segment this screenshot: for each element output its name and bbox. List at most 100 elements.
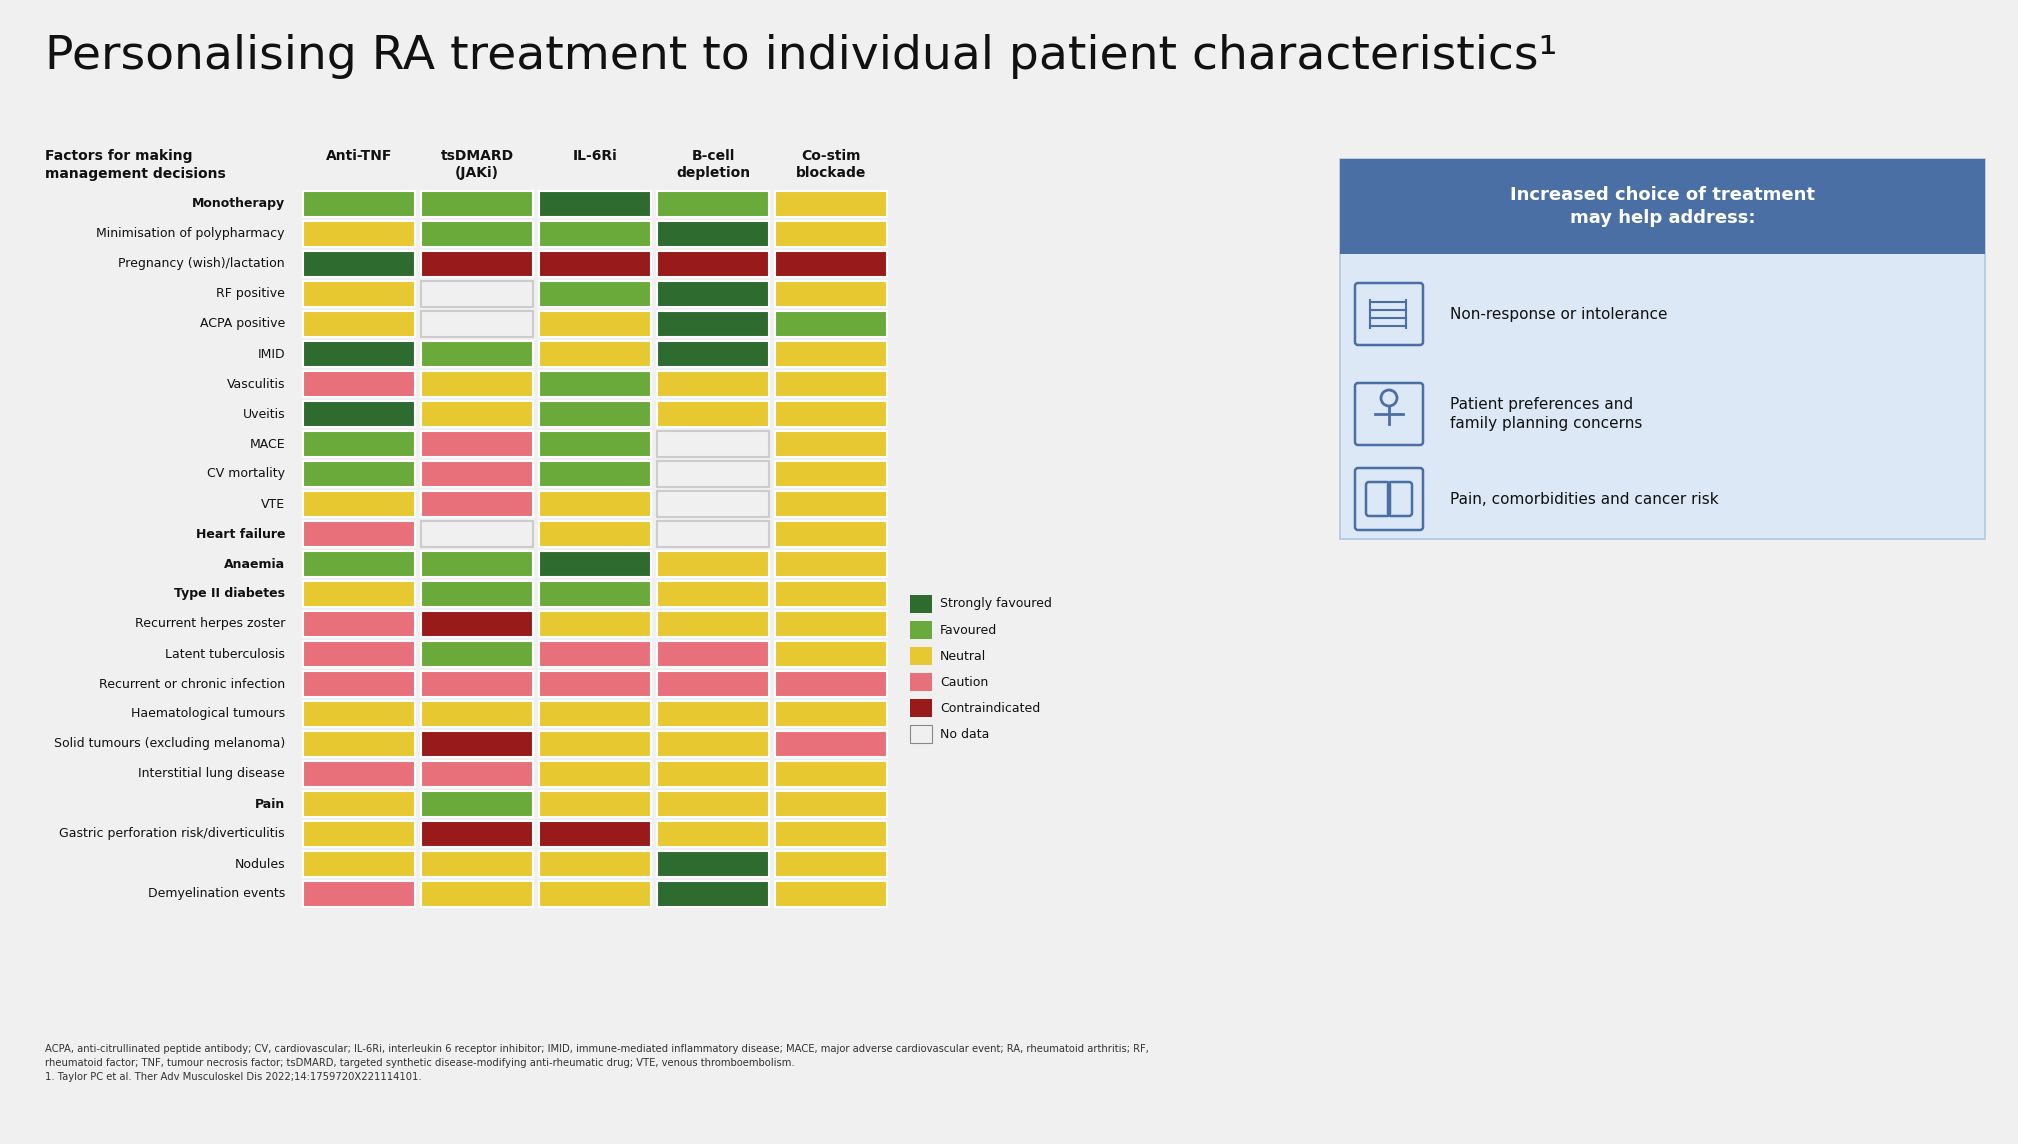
Text: Minimisation of polypharmacy: Minimisation of polypharmacy: [97, 228, 285, 240]
Text: Anaemia: Anaemia: [224, 557, 285, 571]
Bar: [303, 641, 416, 667]
Text: CV mortality: CV mortality: [208, 468, 285, 480]
Bar: [658, 402, 769, 427]
Bar: [539, 581, 652, 607]
Bar: [422, 491, 533, 517]
Bar: [775, 221, 888, 247]
Bar: [539, 281, 652, 307]
Bar: [658, 491, 769, 517]
Text: Recurrent or chronic infection: Recurrent or chronic infection: [99, 677, 285, 691]
Bar: [422, 191, 533, 217]
Bar: [539, 521, 652, 547]
Bar: [303, 581, 416, 607]
Text: Neutral: Neutral: [940, 650, 987, 662]
Text: Anti-TNF: Anti-TNF: [325, 149, 391, 162]
Bar: [658, 791, 769, 817]
Bar: [539, 221, 652, 247]
Text: Gastric perforation risk/diverticulitis: Gastric perforation risk/diverticulitis: [59, 827, 285, 841]
Bar: [658, 851, 769, 877]
Bar: [775, 551, 888, 577]
Bar: [775, 402, 888, 427]
FancyBboxPatch shape: [1354, 383, 1423, 445]
Bar: [775, 701, 888, 726]
Bar: [539, 491, 652, 517]
Bar: [303, 611, 416, 637]
Text: MACE: MACE: [250, 437, 285, 451]
Bar: [422, 371, 533, 397]
Bar: [775, 851, 888, 877]
Bar: [539, 431, 652, 456]
Bar: [775, 791, 888, 817]
Text: Favoured: Favoured: [940, 623, 997, 636]
Text: Pain: Pain: [254, 797, 285, 810]
Text: Uveitis: Uveitis: [242, 407, 285, 421]
Bar: [422, 281, 533, 307]
Text: Demyelination events: Demyelination events: [147, 888, 285, 900]
Bar: [775, 371, 888, 397]
Bar: [910, 648, 932, 665]
Text: Non-response or intolerance: Non-response or intolerance: [1451, 307, 1667, 321]
Bar: [422, 402, 533, 427]
Bar: [775, 491, 888, 517]
Text: IMID: IMID: [258, 348, 285, 360]
Bar: [422, 431, 533, 456]
Text: Interstitial lung disease: Interstitial lung disease: [139, 768, 285, 780]
Bar: [303, 461, 416, 487]
Text: B-cell
depletion: B-cell depletion: [676, 149, 751, 181]
Bar: [539, 701, 652, 726]
Bar: [775, 641, 888, 667]
Text: Pain, comorbidities and cancer risk: Pain, comorbidities and cancer risk: [1451, 492, 1719, 507]
Bar: [658, 431, 769, 456]
Bar: [775, 281, 888, 307]
Bar: [303, 491, 416, 517]
Bar: [303, 851, 416, 877]
Bar: [775, 431, 888, 456]
Bar: [422, 851, 533, 877]
Bar: [775, 191, 888, 217]
Text: Type II diabetes: Type II diabetes: [174, 588, 285, 601]
Bar: [539, 191, 652, 217]
Text: ACPA, anti-citrullinated peptide antibody; CV, cardiovascular; IL-6Ri, interleuk: ACPA, anti-citrullinated peptide antibod…: [44, 1044, 1148, 1082]
Bar: [658, 341, 769, 367]
Bar: [303, 761, 416, 787]
Text: Monotherapy: Monotherapy: [192, 198, 285, 210]
Bar: [1340, 159, 1986, 254]
Bar: [658, 881, 769, 907]
Bar: [303, 281, 416, 307]
Text: Recurrent herpes zoster: Recurrent herpes zoster: [135, 618, 285, 630]
Bar: [539, 761, 652, 787]
Bar: [303, 701, 416, 726]
Bar: [658, 731, 769, 757]
Text: Personalising RA treatment to individual patient characteristics¹: Personalising RA treatment to individual…: [44, 34, 1558, 79]
Bar: [303, 431, 416, 456]
Bar: [539, 851, 652, 877]
Bar: [658, 701, 769, 726]
Bar: [539, 251, 652, 277]
Bar: [303, 821, 416, 847]
Bar: [658, 251, 769, 277]
Bar: [539, 791, 652, 817]
Bar: [303, 791, 416, 817]
Bar: [303, 521, 416, 547]
Bar: [658, 521, 769, 547]
Bar: [658, 672, 769, 697]
Bar: [422, 701, 533, 726]
Bar: [422, 341, 533, 367]
FancyBboxPatch shape: [1354, 283, 1423, 345]
Bar: [422, 461, 533, 487]
Bar: [775, 311, 888, 337]
Bar: [910, 595, 932, 613]
Bar: [303, 311, 416, 337]
Bar: [775, 581, 888, 607]
Bar: [422, 672, 533, 697]
Bar: [539, 821, 652, 847]
Bar: [658, 221, 769, 247]
Bar: [539, 461, 652, 487]
Bar: [775, 731, 888, 757]
Text: Increased choice of treatment
may help address:: Increased choice of treatment may help a…: [1509, 185, 1814, 228]
Bar: [658, 611, 769, 637]
Text: IL-6Ri: IL-6Ri: [573, 149, 618, 162]
Bar: [775, 761, 888, 787]
Bar: [303, 341, 416, 367]
Bar: [303, 731, 416, 757]
